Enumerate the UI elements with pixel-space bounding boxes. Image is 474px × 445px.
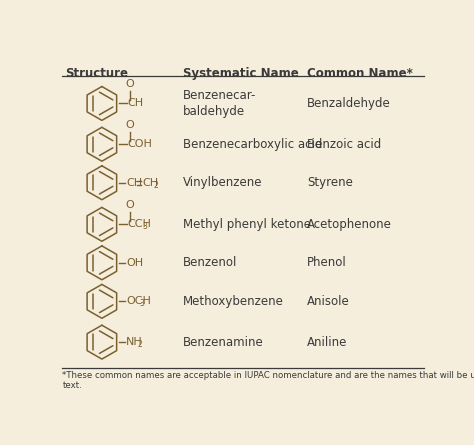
Text: Benzenamine: Benzenamine	[183, 336, 264, 348]
Text: 3: 3	[140, 299, 145, 308]
Text: Benzenol: Benzenol	[183, 256, 237, 269]
Text: NH: NH	[126, 337, 143, 347]
Text: Benzaldehyde: Benzaldehyde	[307, 97, 391, 110]
Text: CH: CH	[142, 178, 158, 188]
Text: Vinylbenzene: Vinylbenzene	[183, 176, 263, 189]
Text: OCH: OCH	[126, 296, 151, 306]
Text: text.: text.	[63, 381, 82, 390]
Text: O: O	[126, 79, 134, 89]
Text: Methoxybenzene: Methoxybenzene	[183, 295, 284, 308]
Text: Systematic Name: Systematic Name	[183, 67, 299, 80]
Text: CH: CH	[128, 98, 144, 109]
Text: Benzenecar-
baldehyde: Benzenecar- baldehyde	[183, 89, 256, 118]
Text: COH: COH	[128, 139, 152, 149]
Text: Styrene: Styrene	[307, 176, 353, 189]
Text: Common Name*: Common Name*	[307, 67, 413, 80]
Text: Structure: Structure	[65, 67, 128, 80]
Text: OH: OH	[126, 258, 143, 268]
Text: O: O	[126, 120, 134, 129]
Text: Acetophenone: Acetophenone	[307, 218, 392, 231]
Text: *These common names are acceptable in IUPAC nomenclature and are the names that : *These common names are acceptable in IU…	[63, 372, 474, 380]
Text: Methyl phenyl ketone: Methyl phenyl ketone	[183, 218, 311, 231]
Text: Benzenecarboxylic acid: Benzenecarboxylic acid	[183, 138, 323, 151]
Text: 2: 2	[137, 340, 142, 349]
Text: CCH: CCH	[128, 219, 151, 229]
Text: O: O	[126, 200, 134, 210]
Text: Benzoic acid: Benzoic acid	[307, 138, 382, 151]
Text: 3: 3	[142, 222, 147, 231]
Text: Phenol: Phenol	[307, 256, 347, 269]
Text: 2: 2	[153, 181, 158, 190]
Text: CH: CH	[126, 178, 142, 188]
Text: Anisole: Anisole	[307, 295, 350, 308]
Text: Aniline: Aniline	[307, 336, 347, 348]
